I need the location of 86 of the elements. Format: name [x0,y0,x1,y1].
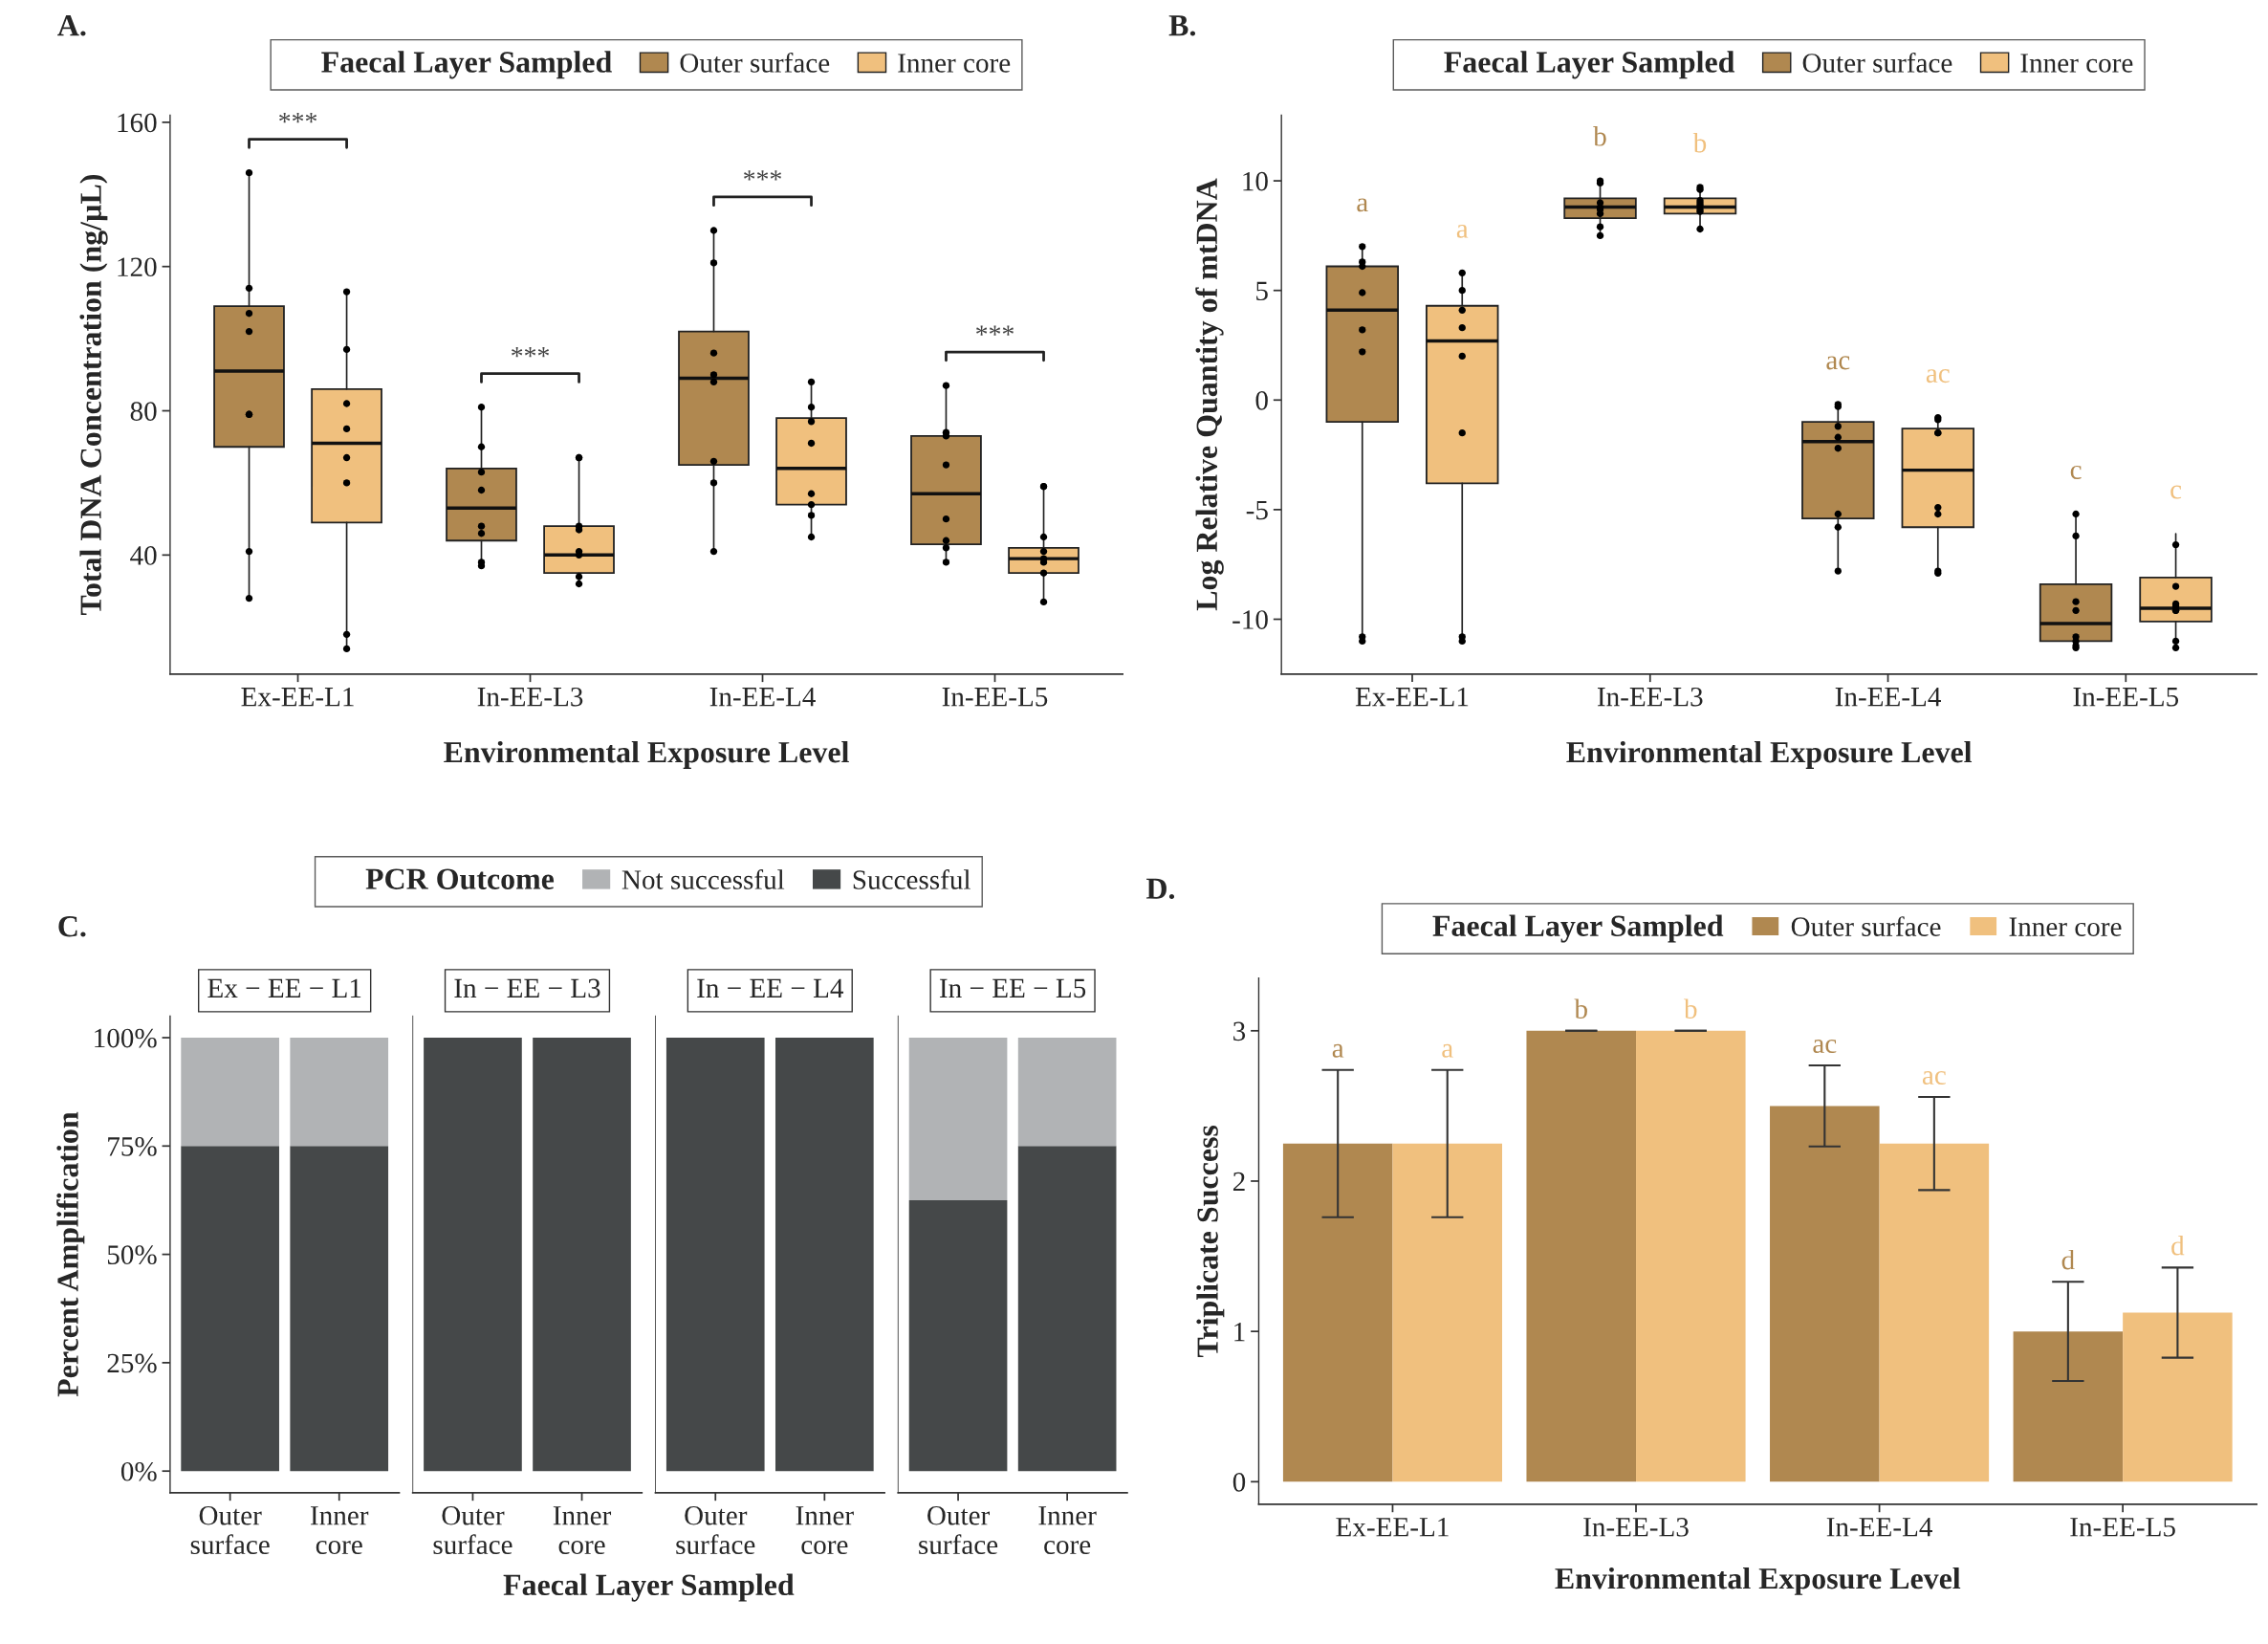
text: c [2170,485,2182,499]
legend-label: Inner core [2009,917,2122,936]
y-tick-label: 10 [1243,171,1268,191]
x-tick-label: In-EE-L4 [1835,688,1941,707]
legend-label: Not successful [622,869,785,889]
x-tick-label: Ex-EE-L1 [1336,1518,1449,1537]
x-tick-label: In-EE-L5 [2073,688,2179,707]
annotation: *** [744,170,782,181]
y-tick-label: 100% [95,1028,157,1048]
y-tick-label: 5 [1256,281,1268,301]
y-tick-label: 0% [120,1461,157,1481]
x-tick-label: Inner core [1038,1506,1097,1555]
data-label: b [1684,998,1697,1019]
x-tick-label: In-EE-L5 [2070,1518,2175,1537]
annotation: *** [512,347,550,358]
data-label: d [2061,1249,2075,1270]
x-tick-label: Inner core [796,1506,854,1555]
annotation: *** [279,112,317,123]
text: a [1456,224,1469,238]
chart-title: Ex − EE − L1 [207,978,361,997]
x-tick-label: Outer surface [433,1505,512,1555]
text: C. [58,916,86,937]
x-tick-label: Outer surface [919,1505,998,1555]
text: a [1357,198,1368,212]
y-tick-label: 0 [1255,391,1268,410]
text: ac [1826,356,1850,370]
x-tick-label: Ex-EE-L1 [1355,687,1469,707]
chart-title: In − EE − L4 [697,978,844,997]
x-tick-label: In-EE-L4 [709,688,816,707]
chart-title: In − EE − L5 [939,978,1086,998]
y-tick-label: 40 [130,546,157,565]
x-tick-label: In-EE-L4 [1826,1518,1932,1537]
chart-title: In − EE − L3 [454,978,600,998]
data-label: a [1442,1043,1453,1058]
y-tick-label: 50% [107,1245,157,1265]
x-axis-title: Environmental Exposure Level [444,740,849,769]
y-tick-label: 80 [130,402,157,421]
legend-label: Outer surface [680,52,830,73]
x-axis-title: Environmental Exposure Level [1555,1567,1961,1595]
y-tick-label: 1 [1234,1323,1245,1342]
legend-label: Outer surface [1791,916,1941,936]
text: D. [1145,878,1175,900]
data-label: d [2171,1235,2185,1256]
x-tick-label: Ex-EE-L1 [241,687,354,707]
y-axis-title: Triplicate Success [1196,1125,1225,1358]
legend-title: Faecal Layer Sampled [1444,51,1735,79]
text: A. [57,15,86,36]
legend-title: PCR Outcome [365,868,555,889]
x-tick-label: Inner core [553,1506,612,1555]
legend-label: Outer surface [1802,52,1952,73]
x-tick-label: In-EE-L3 [1583,1518,1689,1537]
text: c [2070,465,2082,479]
text: ac [1926,369,1950,384]
y-tick-label: 75% [108,1137,157,1156]
y-tick-label: -5 [1246,500,1268,520]
legend-label: Inner core [2020,54,2133,73]
y-tick-label: -10 [1232,610,1268,629]
y-tick-label: 2 [1232,1172,1245,1192]
legend-title: Faecal Layer Sampled [321,51,612,79]
y-axis-title: Total DNA Concentration (ng/µL) [79,175,108,615]
x-axis-title: Environmental Exposure Level [1566,740,1973,769]
y-tick-label: 0 [1232,1473,1246,1492]
y-tick-label: 120 [118,257,157,277]
text: b [1692,132,1707,153]
annotation: *** [976,325,1014,336]
x-tick-label: In-EE-L3 [477,687,583,707]
x-tick-label: Outer surface [676,1505,755,1555]
x-tick-label: Inner core [311,1506,369,1555]
text: B. [1168,15,1196,36]
data-label: a [1332,1043,1344,1058]
y-tick-label: 160 [118,113,157,133]
text: b [1593,126,1606,146]
y-tick-label: 25% [107,1353,157,1373]
y-axis-title: Log Relative Quantity of mtDNA [1195,178,1224,611]
x-tick-label: In-EE-L5 [942,688,1048,707]
data-label: b [1574,998,1587,1019]
legend-title: Faecal Layer Sampled [1432,914,1724,943]
y-axis-title: Percent Amplification [56,1111,85,1397]
data-label: ac [1922,1071,1946,1085]
x-axis-title: Faecal Layer Sampled [503,1573,795,1602]
legend-label: Successful [853,869,970,889]
x-tick-label: In-EE-L3 [1597,687,1703,707]
x-tick-label: Outer surface [190,1505,270,1555]
y-tick-label: 3 [1233,1021,1246,1041]
data-label: ac [1813,1040,1837,1054]
legend-label: Inner core [898,54,1011,73]
